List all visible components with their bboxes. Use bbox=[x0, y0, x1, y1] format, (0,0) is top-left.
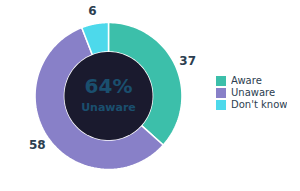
html-text:Don't know: Don't know bbox=[231, 99, 288, 110]
svg-text:58: 58 bbox=[29, 138, 46, 152]
svg-text:64%: 64% bbox=[85, 74, 133, 98]
svg-text:37: 37 bbox=[179, 54, 196, 68]
svg-text:6: 6 bbox=[88, 4, 96, 18]
html-text:Aware: Aware bbox=[231, 75, 262, 86]
html-text:Unaware: Unaware bbox=[231, 87, 276, 98]
svg-text:Unaware: Unaware bbox=[81, 101, 136, 114]
